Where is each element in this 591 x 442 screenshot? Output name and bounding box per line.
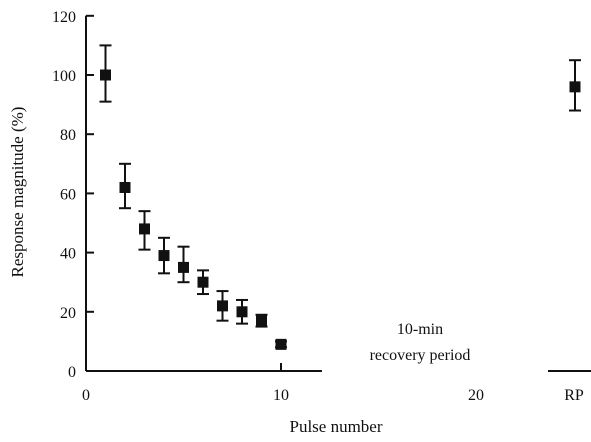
y-axis: 0 20 40 60 80 100 120 bbox=[52, 9, 94, 381]
x-tick-label: 0 bbox=[82, 387, 90, 404]
recovery-tick-label: RP bbox=[564, 387, 584, 404]
x-tick-label: 10 bbox=[273, 387, 289, 404]
data-point bbox=[158, 250, 170, 262]
y-tick-label: 120 bbox=[52, 9, 76, 26]
data-point bbox=[119, 181, 131, 193]
data-point bbox=[236, 306, 248, 318]
data-point bbox=[275, 338, 287, 350]
data-point bbox=[139, 223, 150, 235]
y-tick-label: 20 bbox=[60, 305, 76, 322]
y-tick-label: 100 bbox=[52, 68, 76, 85]
y-tick-label: 60 bbox=[60, 186, 76, 203]
recovery-annotation-line-2: recovery period bbox=[370, 347, 471, 364]
data-point bbox=[256, 315, 267, 327]
data-marks bbox=[99, 44, 581, 350]
data-point bbox=[569, 81, 581, 93]
x-axis-title: Pulse number bbox=[289, 417, 382, 436]
data-point bbox=[217, 300, 228, 312]
y-tick-label: 40 bbox=[60, 246, 76, 263]
data-point bbox=[100, 69, 111, 81]
y-tick-label: 80 bbox=[60, 127, 76, 144]
x-tick-label: 20 bbox=[468, 387, 484, 404]
x-axis: 0 10 20 bbox=[82, 363, 484, 404]
data-point bbox=[178, 261, 189, 273]
recovery-annotation-line-1: 10-min bbox=[397, 321, 443, 338]
y-tick-label: 0 bbox=[68, 364, 76, 381]
y-axis-title: Response magnitude (%) bbox=[8, 107, 27, 278]
data-point bbox=[197, 276, 209, 288]
